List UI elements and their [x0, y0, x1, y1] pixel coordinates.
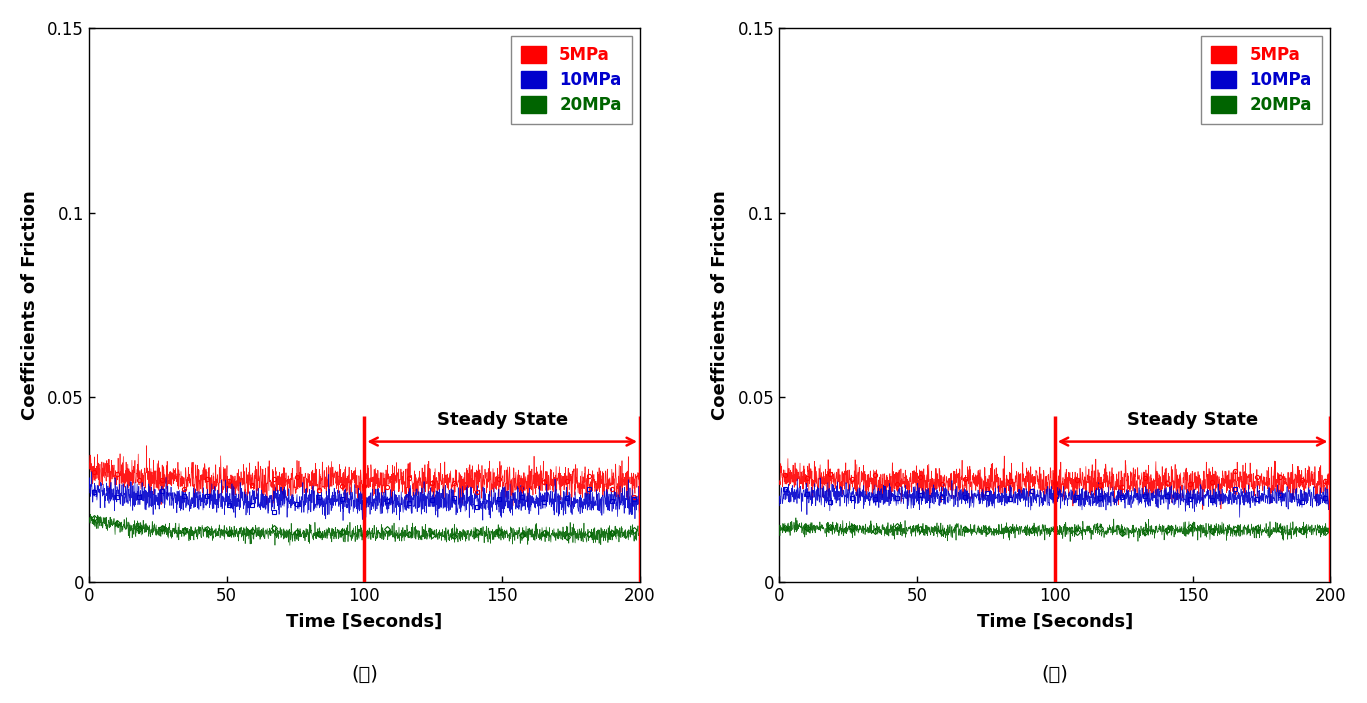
- Text: Steady State: Steady State: [436, 411, 567, 429]
- X-axis label: Time [Seconds]: Time [Seconds]: [977, 613, 1133, 631]
- Legend: 5MPa, 10MPa, 20MPa: 5MPa, 10MPa, 20MPa: [511, 36, 632, 124]
- Text: (Ｂ): (Ｂ): [1042, 665, 1068, 684]
- X-axis label: Time [Seconds]: Time [Seconds]: [286, 613, 443, 631]
- Text: Steady State: Steady State: [1126, 411, 1258, 429]
- Text: (Ａ): (Ａ): [351, 665, 377, 684]
- Y-axis label: Coefficients of Friction: Coefficients of Friction: [711, 190, 729, 420]
- Y-axis label: Coefficients of Friction: Coefficients of Friction: [21, 190, 38, 420]
- Legend: 5MPa, 10MPa, 20MPa: 5MPa, 10MPa, 20MPa: [1202, 36, 1322, 124]
